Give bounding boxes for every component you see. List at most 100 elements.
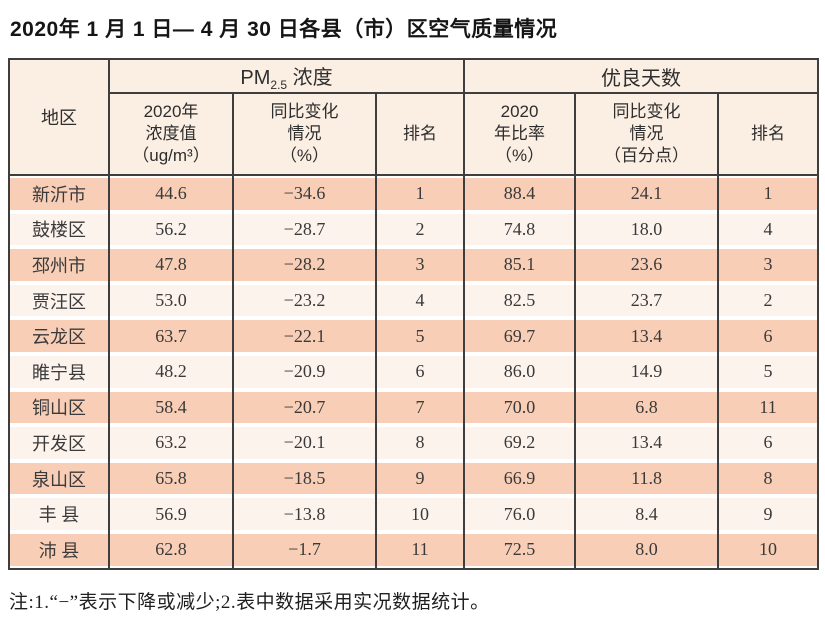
good-ratio-cell: 69.2 [463,425,577,461]
pm-change-cell: −34.6 [232,175,377,212]
good-change-cell: 13.4 [574,318,720,354]
good-days-group-header: 优良天数 [463,58,820,94]
good-rank-cell: 1 [717,175,820,212]
good-rank-cell: 11 [717,389,820,426]
good-change-cell: 18.0 [574,211,720,248]
table-row: 云龙区 63.7 −22.1 5 69.7 13.4 6 [8,318,820,354]
region-cell: 泉山区 [8,460,110,497]
good-rank-cell: 10 [717,531,820,569]
pm-value-cell: 44.6 [108,175,234,212]
good-rank-cell: 6 [717,425,820,461]
group-header-row: 地区 PM2.5 浓度 优良天数 [8,58,820,176]
pm-value-cell: 63.2 [108,425,234,461]
good-ratio-cell: 66.9 [463,460,577,497]
pm-change-cell: −22.1 [232,318,377,354]
good-ratio-cell: 82.5 [463,282,577,319]
good-change-column-header: 同比变化 情况 （百分点） [574,92,720,176]
pm-rank-cell: 10 [374,496,466,532]
air-quality-table: 地区 PM2.5 浓度 优良天数 2020年 浓度值 （ug/m³） 同比变化 … [8,58,820,570]
good-rank-cell: 5 [717,353,820,390]
good-change-cell: 24.1 [574,175,720,212]
region-cell: 沛 县 [8,531,110,569]
pm-rank-cell: 1 [374,175,466,212]
pm25-label-suffix: 浓度 [292,66,333,89]
table-row: 丰 县 56.9 −13.8 10 76.0 8.4 9 [8,496,820,532]
pm-value-cell: 58.4 [108,389,234,426]
pm-value-cell: 56.9 [108,496,234,532]
good-rank-column-header: 排名 [717,92,820,176]
table-row: 贾汪区 53.0 −23.2 4 82.5 23.7 2 [8,282,820,319]
region-cell: 开发区 [8,425,110,461]
region-cell: 邳州市 [8,247,110,283]
good-change-cell: 6.8 [574,389,720,426]
pm25-group-header: PM2.5 浓度 [107,58,466,94]
good-rank-cell: 6 [717,318,820,354]
table-row: 沛 县 62.8 −1.7 11 72.5 8.0 10 [8,531,820,569]
region-cell: 鼓楼区 [8,211,110,248]
pm-change-cell: −20.9 [232,353,377,390]
pm-rank-cell: 9 [374,460,466,497]
pm-change-cell: −13.8 [232,496,377,532]
good-change-cell: 14.9 [574,353,720,390]
good-ratio-column-header: 2020 年比率 （%） [463,92,577,176]
good-rank-cell: 8 [717,460,820,497]
pm-value-cell: 47.8 [108,247,234,283]
table-row: 邳州市 47.8 −28.2 3 85.1 23.6 3 [8,247,820,283]
region-cell: 新沂市 [8,175,110,212]
good-change-cell: 23.6 [574,247,720,283]
pm-rank-column-header: 排名 [374,92,466,176]
region-cell: 铜山区 [8,389,110,426]
region-column-header: 地区 [8,58,110,176]
pm-rank-cell: 6 [374,353,466,390]
pm-rank-cell: 7 [374,389,466,426]
pm-rank-cell: 5 [374,318,466,354]
sub-header-row: 2020年 浓度值 （ug/m³） 同比变化 情况 （%） 排名 2020 年比… [9,92,820,176]
pm25-label-subscript: 2.5 [270,77,288,92]
region-cell: 云龙区 [8,318,110,354]
footnote: 注:1.“−”表示下降或减少;2.表中数据采用实况数据统计。 [9,591,490,613]
pm-rank-cell: 8 [374,425,466,461]
good-rank-cell: 4 [717,211,820,248]
pm-change-cell: −20.7 [232,389,377,426]
pm-change-cell: −28.7 [232,211,377,248]
good-change-cell: 8.0 [574,531,720,569]
pm-value-cell: 48.2 [108,353,234,390]
pm-change-cell: −1.7 [232,531,377,569]
table-row: 铜山区 58.4 −20.7 7 70.0 6.8 11 [8,389,820,426]
pm-value-column-header: 2020年 浓度值 （ug/m³） [108,92,234,176]
good-ratio-cell: 86.0 [463,353,577,390]
good-change-cell: 11.8 [574,460,720,497]
pm-value-cell: 56.2 [108,211,234,248]
pm-rank-cell: 2 [374,211,466,248]
good-ratio-cell: 76.0 [463,496,577,532]
table-row: 泉山区 65.8 −18.5 9 66.9 11.8 8 [8,460,820,497]
pm-value-cell: 63.7 [108,318,234,354]
pm-value-cell: 53.0 [108,282,234,319]
table-header: 地区 PM2.5 浓度 优良天数 2020年 浓度值 （ug/m³） 同比变化 … [8,58,820,176]
table-row: 开发区 63.2 −20.1 8 69.2 13.4 6 [8,425,820,461]
pm-change-cell: −18.5 [232,460,377,497]
region-cell: 丰 县 [8,496,110,532]
table-row: 新沂市 44.6 −34.6 1 88.4 24.1 1 [8,175,820,212]
good-ratio-cell: 70.0 [463,389,577,426]
pm-rank-cell: 4 [374,282,466,319]
pm-change-cell: −23.2 [232,282,377,319]
good-ratio-cell: 72.5 [463,531,577,569]
good-ratio-cell: 74.8 [463,211,577,248]
region-cell: 贾汪区 [8,282,110,319]
good-rank-cell: 2 [717,282,820,319]
pm-change-cell: −28.2 [232,247,377,283]
region-cell: 睢宁县 [8,353,110,390]
table-row: 睢宁县 48.2 −20.9 6 86.0 14.9 5 [8,353,820,390]
good-ratio-cell: 85.1 [463,247,577,283]
pm-rank-cell: 3 [374,247,466,283]
good-rank-cell: 9 [717,496,820,532]
pm-change-cell: −20.1 [232,425,377,461]
pm-change-column-header: 同比变化 情况 （%） [232,92,377,176]
page-title: 2020年 1 月 1 日— 4 月 30 日各县（市）区空气质量情况 [10,18,558,41]
pm-value-cell: 62.8 [108,531,234,569]
good-rank-cell: 3 [717,247,820,283]
pm25-label-prefix: PM [240,66,271,89]
good-change-cell: 13.4 [574,425,720,461]
